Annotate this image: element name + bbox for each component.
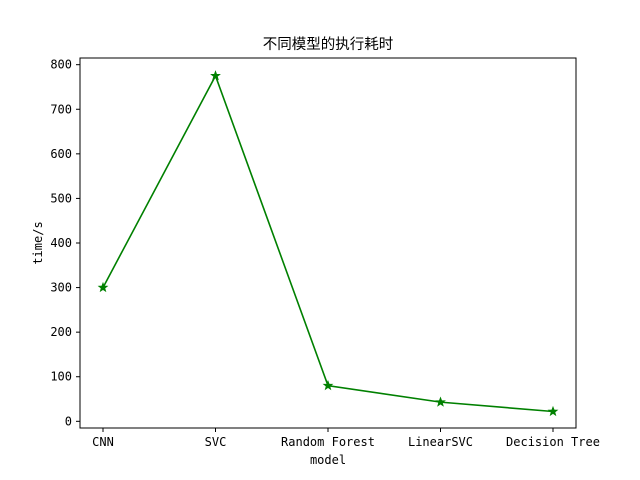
y-tick-label: 100 (50, 370, 72, 384)
y-axis-label: time/s (31, 221, 45, 264)
y-tick-label: 400 (50, 236, 72, 250)
y-tick-label: 500 (50, 191, 72, 205)
plot-frame (79, 57, 577, 429)
x-tick-label: CNN (92, 435, 114, 449)
x-axis-ticks: CNN SVC Random Forest LinearSVC Decision Tre… (92, 428, 600, 449)
y-tick-label: 600 (50, 147, 72, 161)
plot-area (80, 58, 576, 428)
data-point-star (322, 379, 334, 391)
data-point-star (435, 396, 446, 407)
y-tick-label: 300 (50, 281, 72, 295)
x-axis-label: model (310, 453, 346, 467)
x-tick-label: LinearSVC (408, 435, 473, 449)
data-point-star (210, 70, 221, 81)
data-point-star (97, 281, 109, 293)
chart-title: 不同模型的执行耗时 (263, 36, 394, 53)
y-tick-label: 0 (65, 414, 72, 428)
x-tick-label: Decision Tree (506, 435, 600, 449)
y-tick-label: 700 (50, 102, 72, 116)
x-tick-label: Random Forest (281, 435, 375, 449)
series-layer (97, 70, 559, 417)
y-tick-label: 200 (50, 325, 72, 339)
data-point-star (547, 405, 559, 417)
y-axis-ticks: 0 100 200 300 400 500 600 700 800 (50, 58, 80, 428)
y-tick-label: 800 (50, 58, 72, 72)
x-tick-label: SVC (205, 435, 227, 449)
